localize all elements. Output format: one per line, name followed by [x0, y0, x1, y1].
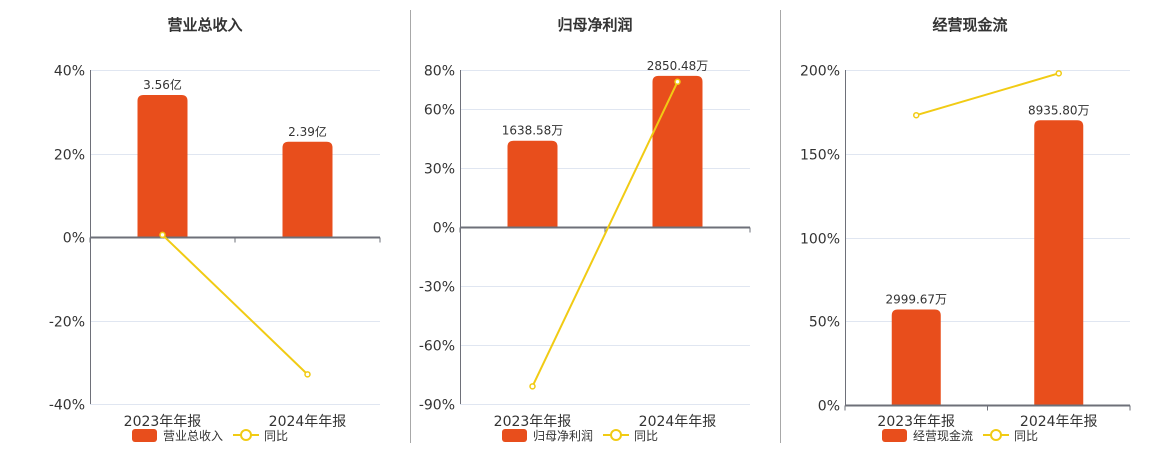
x-category-label: 2024年年报: [639, 414, 717, 430]
bar[interactable]: [507, 140, 558, 228]
x-category-label: 2024年年报: [269, 414, 347, 430]
chart-legend: 经营现金流 同比: [882, 427, 1038, 443]
bar-value-label: 2850.48万: [647, 59, 709, 73]
legend-bar-label[interactable]: 营业总收入: [163, 428, 224, 443]
legend-line-label[interactable]: 同比: [264, 428, 289, 443]
chart-legend: 营业总收入 同比: [132, 427, 288, 443]
y-tick-label: 0%: [63, 231, 85, 247]
y-tick-label: -30%: [419, 280, 455, 296]
bar[interactable]: [282, 141, 333, 237]
legend-line-swatch-icon[interactable]: [983, 428, 1010, 442]
bar[interactable]: [891, 309, 941, 405]
chart-title: 归母净利润: [557, 16, 633, 34]
yoy-point-marker[interactable]: [529, 383, 536, 390]
chart-title: 经营现金流: [932, 16, 1008, 34]
y-tick-label: 30%: [424, 162, 455, 178]
bar-value-label: 8935.80万: [1028, 103, 1090, 117]
y-tick-label: -40%: [49, 398, 85, 414]
panel-divider: [410, 10, 411, 443]
bar-value-label: 3.56亿: [143, 77, 182, 92]
y-tick-label: -90%: [419, 398, 455, 414]
legend-line-label[interactable]: 同比: [1014, 428, 1039, 443]
yoy-line: [915, 72, 1060, 117]
yoy-line: [161, 234, 309, 376]
yoy-line: [531, 81, 679, 387]
y-tick-label: 150%: [800, 148, 840, 164]
bar-value-label: 2.39亿: [288, 124, 327, 139]
y-tick-label: -60%: [419, 339, 455, 355]
chart-panel-revenue: 营业总收入 40% 20% 0% -20% -40% 3.56亿 2.39亿 2023年年报 2…: [0, 0, 410, 450]
bar-value-label: 2999.67万: [885, 293, 947, 307]
yoy-point-marker[interactable]: [304, 371, 311, 378]
legend-bar-swatch[interactable]: [882, 428, 907, 442]
bar[interactable]: [1034, 120, 1084, 405]
bar-value-label: 1638.58万: [502, 124, 564, 138]
legend-bar-label[interactable]: 经营现金流: [913, 428, 974, 443]
y-tick-label: 20%: [54, 148, 85, 164]
panel-divider: [780, 10, 781, 443]
y-tick-label: -20%: [49, 315, 85, 331]
y-tick-label: 100%: [800, 232, 840, 248]
chart-plot-net-profit: 80% 60% 30% 0% -30% -60% -90% 1638.58万 2850.48万 2…: [419, 59, 751, 430]
chart-plot-revenue: 40% 20% 0% -20% -40% 3.56亿 2.39亿 2023年年报 2024年年报: [49, 64, 381, 430]
y-tick-label: 40%: [54, 64, 85, 80]
legend-bar-swatch[interactable]: [502, 428, 527, 442]
y-tick-label: 0%: [433, 221, 455, 237]
legend-line-swatch-icon[interactable]: [233, 428, 260, 442]
y-tick-label: 200%: [800, 64, 840, 80]
x-category-label: 2024年年报: [1020, 414, 1098, 430]
x-category-label: 2023年年报: [877, 414, 955, 430]
legend-bar-label[interactable]: 归母净利润: [533, 428, 594, 443]
legend-line-label[interactable]: 同比: [634, 428, 659, 443]
legend-line-swatch-icon[interactable]: [603, 428, 630, 442]
yoy-point-marker[interactable]: [913, 111, 920, 119]
x-category-label: 2023年年报: [494, 414, 572, 430]
x-category-label: 2023年年报: [124, 414, 202, 430]
bar[interactable]: [137, 95, 188, 237]
chart-legend: 归母净利润 同比: [502, 427, 658, 443]
chart-title: 营业总收入: [167, 16, 243, 34]
y-tick-label: 0%: [818, 399, 840, 415]
yoy-point-marker[interactable]: [1055, 70, 1062, 77]
yoy-point-marker[interactable]: [159, 231, 166, 239]
y-tick-label: 50%: [809, 315, 840, 331]
y-tick-label: 80%: [424, 64, 455, 80]
bar[interactable]: [652, 75, 703, 228]
yoy-point-marker[interactable]: [674, 78, 681, 86]
legend-bar-swatch[interactable]: [132, 428, 157, 442]
chart-panel-net-profit: 归母净利润 80% 60% 30% 0% -30% -60% -90% 1638.58万 285…: [419, 16, 751, 443]
y-tick-label: 60%: [424, 103, 455, 119]
